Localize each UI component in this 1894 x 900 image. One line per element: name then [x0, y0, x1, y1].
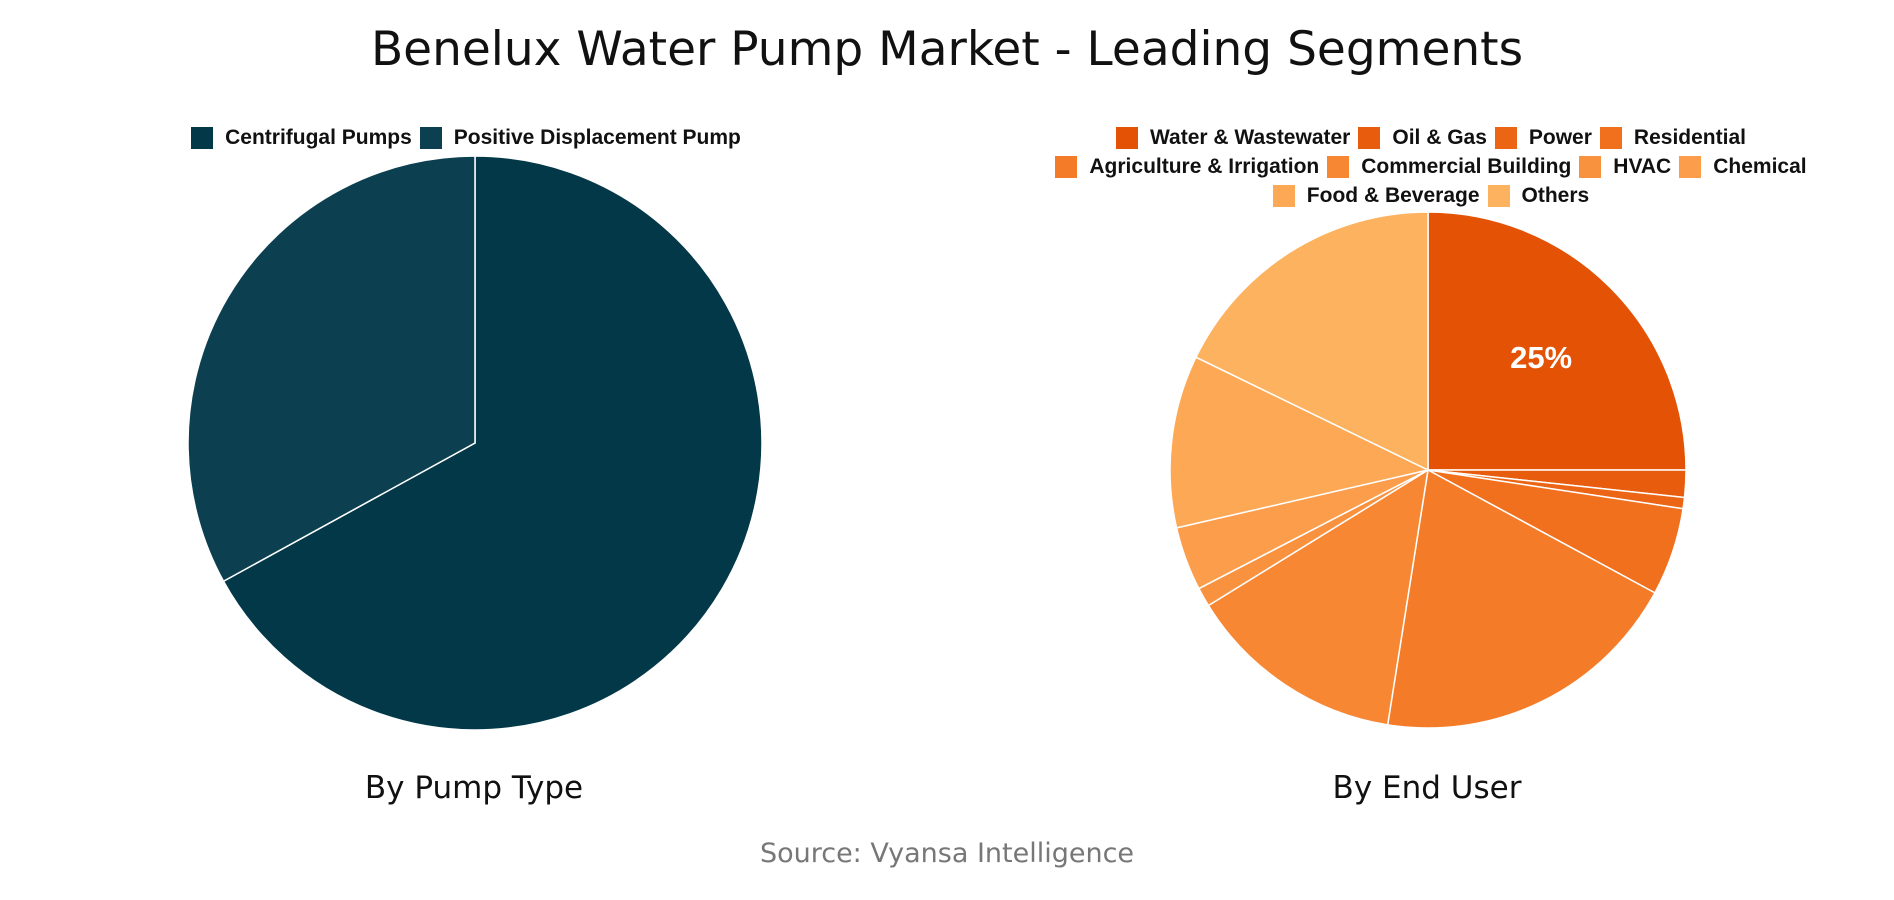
chart-title: Benelux Water Pump Market - Leading Segm… — [370, 22, 1524, 77]
legend-swatch — [1679, 155, 1702, 178]
legend-swatch — [1116, 126, 1139, 149]
legend-item-centrifugal[interactable]: Centrifugal Pumps — [191, 126, 412, 149]
pie-slice[interactable] — [187, 155, 476, 583]
legend-item-chemical[interactable]: Chemical — [1679, 154, 1807, 178]
legend-swatch — [1579, 155, 1602, 178]
legend-swatch — [1055, 155, 1078, 178]
legend-item-others[interactable]: Others — [1487, 183, 1590, 207]
pie-slice[interactable] — [1207, 468, 1429, 726]
pump-type-pie — [187, 155, 763, 731]
legend-swatch — [1358, 126, 1381, 149]
pump-type-subtitle: By Pump Type — [364, 770, 584, 806]
legend-swatch — [191, 126, 214, 149]
legend-label: Chemical — [1713, 154, 1807, 178]
legend-label: Centrifugal Pumps — [225, 125, 412, 149]
legend-label: Positive Displacement Pump — [453, 125, 741, 149]
legend-swatch — [1599, 126, 1622, 149]
legend-item-power[interactable]: Power — [1494, 125, 1592, 149]
legend-label: Residential — [1633, 125, 1746, 149]
source-note: Source: Vyansa Intelligence — [759, 838, 1135, 869]
legend-label: HVAC — [1613, 154, 1672, 178]
legend-label: Power — [1528, 125, 1592, 149]
legend-item-food-beverage[interactable]: Food & Beverage — [1272, 183, 1480, 207]
legend-swatch — [1327, 155, 1350, 178]
end-user-subtitle: By End User — [1332, 770, 1522, 806]
pie-slice[interactable] — [1427, 211, 1687, 471]
legend-label: Water & Wastewater — [1150, 125, 1351, 149]
pump-type-legend: Centrifugal Pumps Positive Displacement … — [150, 126, 790, 149]
legend-swatch — [1494, 126, 1517, 149]
end-user-pie: 25% — [1169, 211, 1687, 729]
legend-swatch — [419, 126, 442, 149]
legend-swatch — [1487, 184, 1510, 207]
legend-item-agriculture[interactable]: Agriculture & Irrigation — [1055, 155, 1319, 178]
end-user-legend: Water & Wastewater Oil & Gas Power Resid… — [1020, 126, 1850, 207]
legend-label: Agriculture & Irrigation — [1089, 154, 1320, 178]
pie-slice[interactable] — [1386, 468, 1656, 729]
pie-slice[interactable] — [1169, 356, 1431, 529]
legend-label: Food & Beverage — [1306, 183, 1480, 207]
legend-item-residential[interactable]: Residential — [1599, 125, 1746, 149]
legend-item-hvac[interactable]: HVAC — [1579, 155, 1671, 178]
pie-slice[interactable] — [1194, 211, 1429, 472]
legend-item-oil-gas[interactable]: Oil & Gas — [1358, 126, 1487, 149]
legend-label: Commercial Building — [1361, 154, 1572, 178]
slice-data-label: 25% — [1510, 340, 1572, 375]
legend-item-positive-displacement[interactable]: Positive Displacement Pump — [419, 125, 741, 149]
legend-label: Oil & Gas — [1392, 125, 1487, 149]
legend-item-commercial-building[interactable]: Commercial Building — [1327, 155, 1571, 178]
legend-swatch — [1272, 184, 1295, 207]
legend-label: Others — [1521, 183, 1590, 207]
legend-item-water-wastewater[interactable]: Water & Wastewater — [1116, 126, 1350, 149]
pie-slice[interactable] — [222, 155, 763, 731]
